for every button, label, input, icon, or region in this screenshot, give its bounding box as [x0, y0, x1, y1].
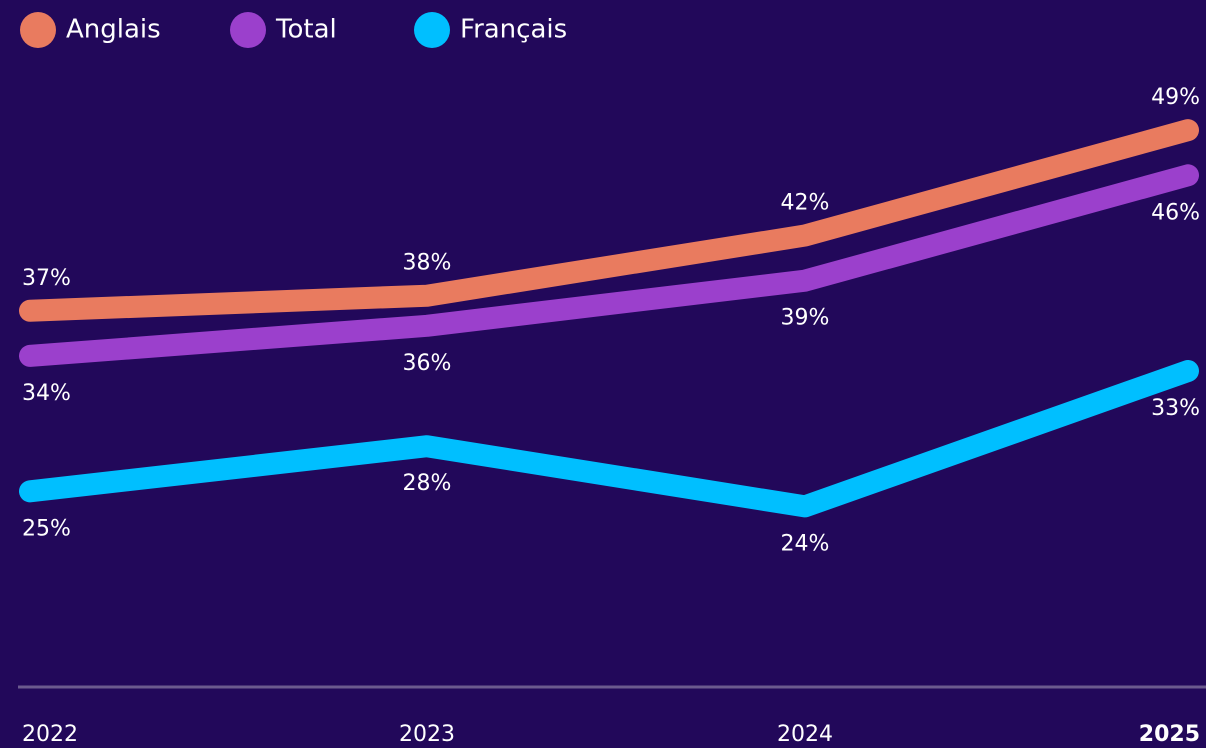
line: [19, 359, 1199, 518]
data-label: 25%: [22, 516, 71, 541]
legend-swatch: [20, 12, 56, 48]
legend-swatch: [414, 12, 450, 48]
data-label: 42%: [781, 191, 830, 216]
legend-label: Total: [275, 15, 337, 45]
data-label: 46%: [1151, 200, 1200, 225]
x-tick-label: 2022: [22, 722, 78, 747]
x-tick-label: 2023: [399, 722, 455, 747]
legend-label: Français: [460, 15, 567, 45]
legend-swatch: [230, 12, 266, 48]
x-tick-label: 2025: [1139, 722, 1200, 747]
data-label: 38%: [403, 251, 452, 276]
line: [19, 164, 1199, 367]
data-label: 24%: [781, 531, 830, 556]
x-tick-label: 2024: [777, 722, 833, 747]
line: [19, 119, 1199, 322]
data-label: 49%: [1151, 85, 1200, 110]
data-label: 37%: [22, 266, 71, 291]
data-label: 39%: [781, 306, 830, 331]
legend-label: Anglais: [66, 15, 161, 45]
data-label: 28%: [403, 471, 452, 496]
data-label: 36%: [403, 351, 452, 376]
data-label: 33%: [1151, 396, 1200, 421]
data-label: 34%: [22, 381, 71, 406]
